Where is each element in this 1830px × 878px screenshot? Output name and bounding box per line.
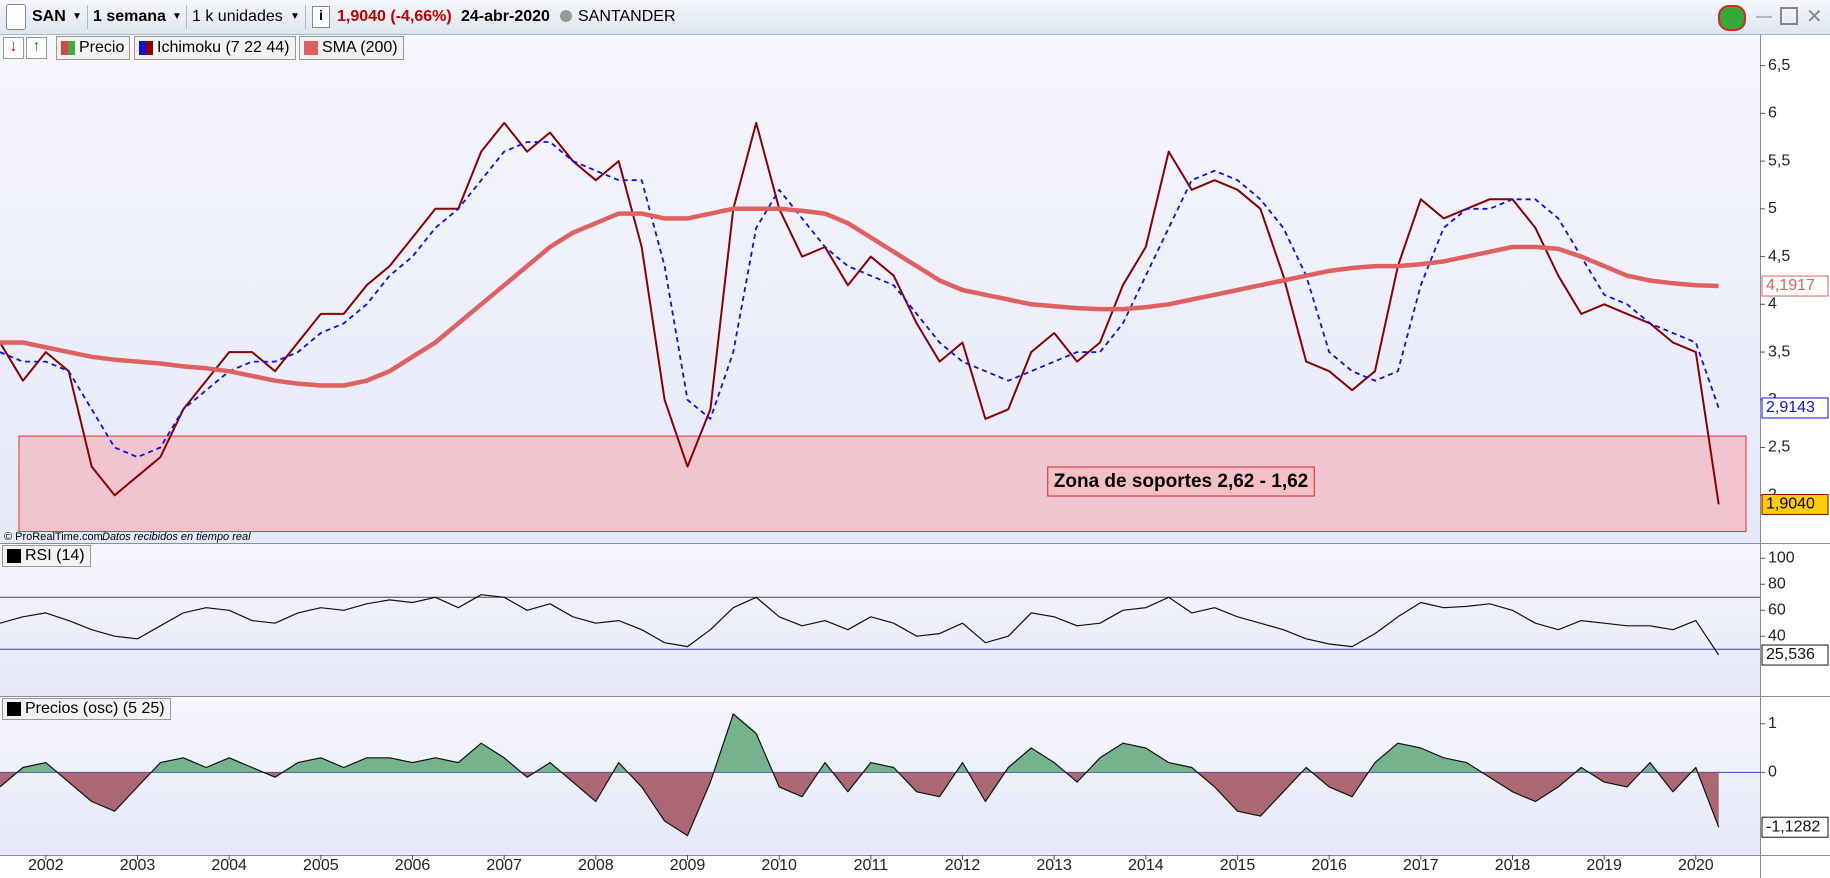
zone-label-box: [1047, 466, 1315, 497]
y-tick-label: 60: [1768, 601, 1786, 618]
value-marker: [1761, 644, 1829, 666]
x-tick-label: 2014: [1128, 857, 1164, 874]
toolbar: SAN ▼ 1 semana ▼ 1 k unidades ▼ i 1,9040…: [0, 0, 1830, 35]
status-dot: [560, 10, 572, 22]
maximize[interactable]: [1780, 7, 1798, 25]
x-tick-label: 2015: [1220, 857, 1256, 874]
dropdown-arrow[interactable]: ▼: [290, 11, 300, 22]
quote: 1,9040 (-4,66%): [337, 8, 452, 25]
info-icon[interactable]: i: [312, 6, 330, 28]
area-fill: [17, 714, 1698, 773]
panel-title[interactable]: Precios (osc) (5 25): [2, 698, 171, 720]
dropdown-arrow[interactable]: ▼: [172, 11, 182, 22]
legend-entry[interactable]: Ichimoku (7 22 44): [134, 36, 296, 60]
y-tick-label: 3,5: [1768, 343, 1790, 360]
period[interactable]: 1 semana: [93, 8, 166, 25]
value-marker-label: 2,9143: [1766, 399, 1815, 416]
y-tick-label: 6: [1768, 105, 1777, 122]
osc-panel: [0, 697, 1760, 855]
y-tick-label: 5,5: [1768, 152, 1790, 169]
series-line: [0, 206, 1719, 388]
x-tick-label: 2005: [303, 857, 339, 874]
x-tick-label: 2004: [211, 857, 247, 874]
sync-icon[interactable]: [1718, 5, 1746, 31]
x-tick-label: 2007: [486, 857, 522, 874]
legend-entry[interactable]: Precio: [56, 36, 131, 60]
legend-label: SMA (200): [322, 39, 398, 56]
legend-label: Ichimoku (7 22 44): [157, 39, 290, 56]
legend-label: Precio: [79, 39, 125, 56]
value-marker: [1761, 275, 1829, 297]
y-tick-label: 80: [1768, 575, 1786, 592]
x-tick-label: 2002: [28, 857, 64, 874]
x-tick-label: 2017: [1403, 857, 1439, 874]
series-line: [0, 713, 1720, 837]
y-tick-label: 2,5: [1768, 439, 1790, 456]
x-tick-label: 2006: [395, 857, 431, 874]
value-marker: [1761, 816, 1829, 838]
y-tick-label: 4: [1768, 296, 1777, 313]
value-marker-label: 1,9040: [1766, 496, 1815, 513]
x-tick-label: 2018: [1495, 857, 1531, 874]
footer-note: Datos recibidos en tiempo real: [102, 531, 251, 543]
series-line: [0, 594, 1720, 656]
symbol[interactable]: SAN: [32, 8, 66, 25]
support-zone: [18, 435, 1747, 533]
date: 24-abr-2020: [461, 8, 550, 25]
x-tick-label: 2020: [1678, 857, 1714, 874]
down-button[interactable]: ↓: [3, 37, 24, 59]
up-button[interactable]: ↑: [26, 37, 47, 59]
x-tick-label: 2008: [578, 857, 614, 874]
footer-source: © ProRealTime.com: [4, 531, 103, 543]
minimize[interactable]: —: [1756, 8, 1772, 25]
x-tick-label: 2019: [1586, 857, 1622, 874]
y-tick-label: 6,5: [1768, 57, 1790, 74]
x-tick-label: 2011: [854, 857, 889, 874]
dropdown-arrow[interactable]: ▼: [72, 11, 82, 22]
x-tick-label: 2010: [761, 857, 797, 874]
panel-title-text: RSI (14): [25, 547, 85, 564]
area-fill: [0, 772, 1719, 836]
y-tick-label: 40: [1768, 627, 1786, 644]
value-marker-label: 25,536: [1766, 646, 1815, 663]
close[interactable]: ✕: [1806, 6, 1823, 28]
units[interactable]: 1 k unidades: [192, 8, 283, 25]
value-marker: [1761, 493, 1829, 515]
y-tick-label: 4,5: [1768, 248, 1790, 265]
x-tick-label: 2016: [1311, 857, 1347, 874]
x-tick-label: 2003: [120, 857, 156, 874]
chain-icon[interactable]: [6, 4, 26, 30]
y-tick-label: 0: [1768, 764, 1777, 781]
zone-label: Zona de soportes 2,62 - 1,62: [1054, 471, 1308, 492]
y-tick-label: 5: [1768, 200, 1777, 217]
instrument-name: SANTANDER: [578, 8, 676, 25]
panel-title[interactable]: RSI (14): [2, 545, 91, 567]
y-tick-label: 1: [1768, 715, 1777, 732]
legend-entry[interactable]: SMA (200): [299, 36, 404, 60]
y-tick-label: 100: [1768, 550, 1795, 567]
x-tick-label: 2012: [945, 857, 981, 874]
x-tick-label: 2013: [1036, 857, 1072, 874]
panel-title-text: Precios (osc) (5 25): [25, 700, 165, 717]
value-marker-label: -1,1282: [1766, 818, 1820, 835]
x-tick-label: 2009: [670, 857, 706, 874]
value-marker-label: 4,1917: [1766, 277, 1815, 294]
series-line: [0, 141, 1720, 458]
value-marker: [1761, 397, 1829, 419]
rsi-panel: [0, 544, 1760, 696]
